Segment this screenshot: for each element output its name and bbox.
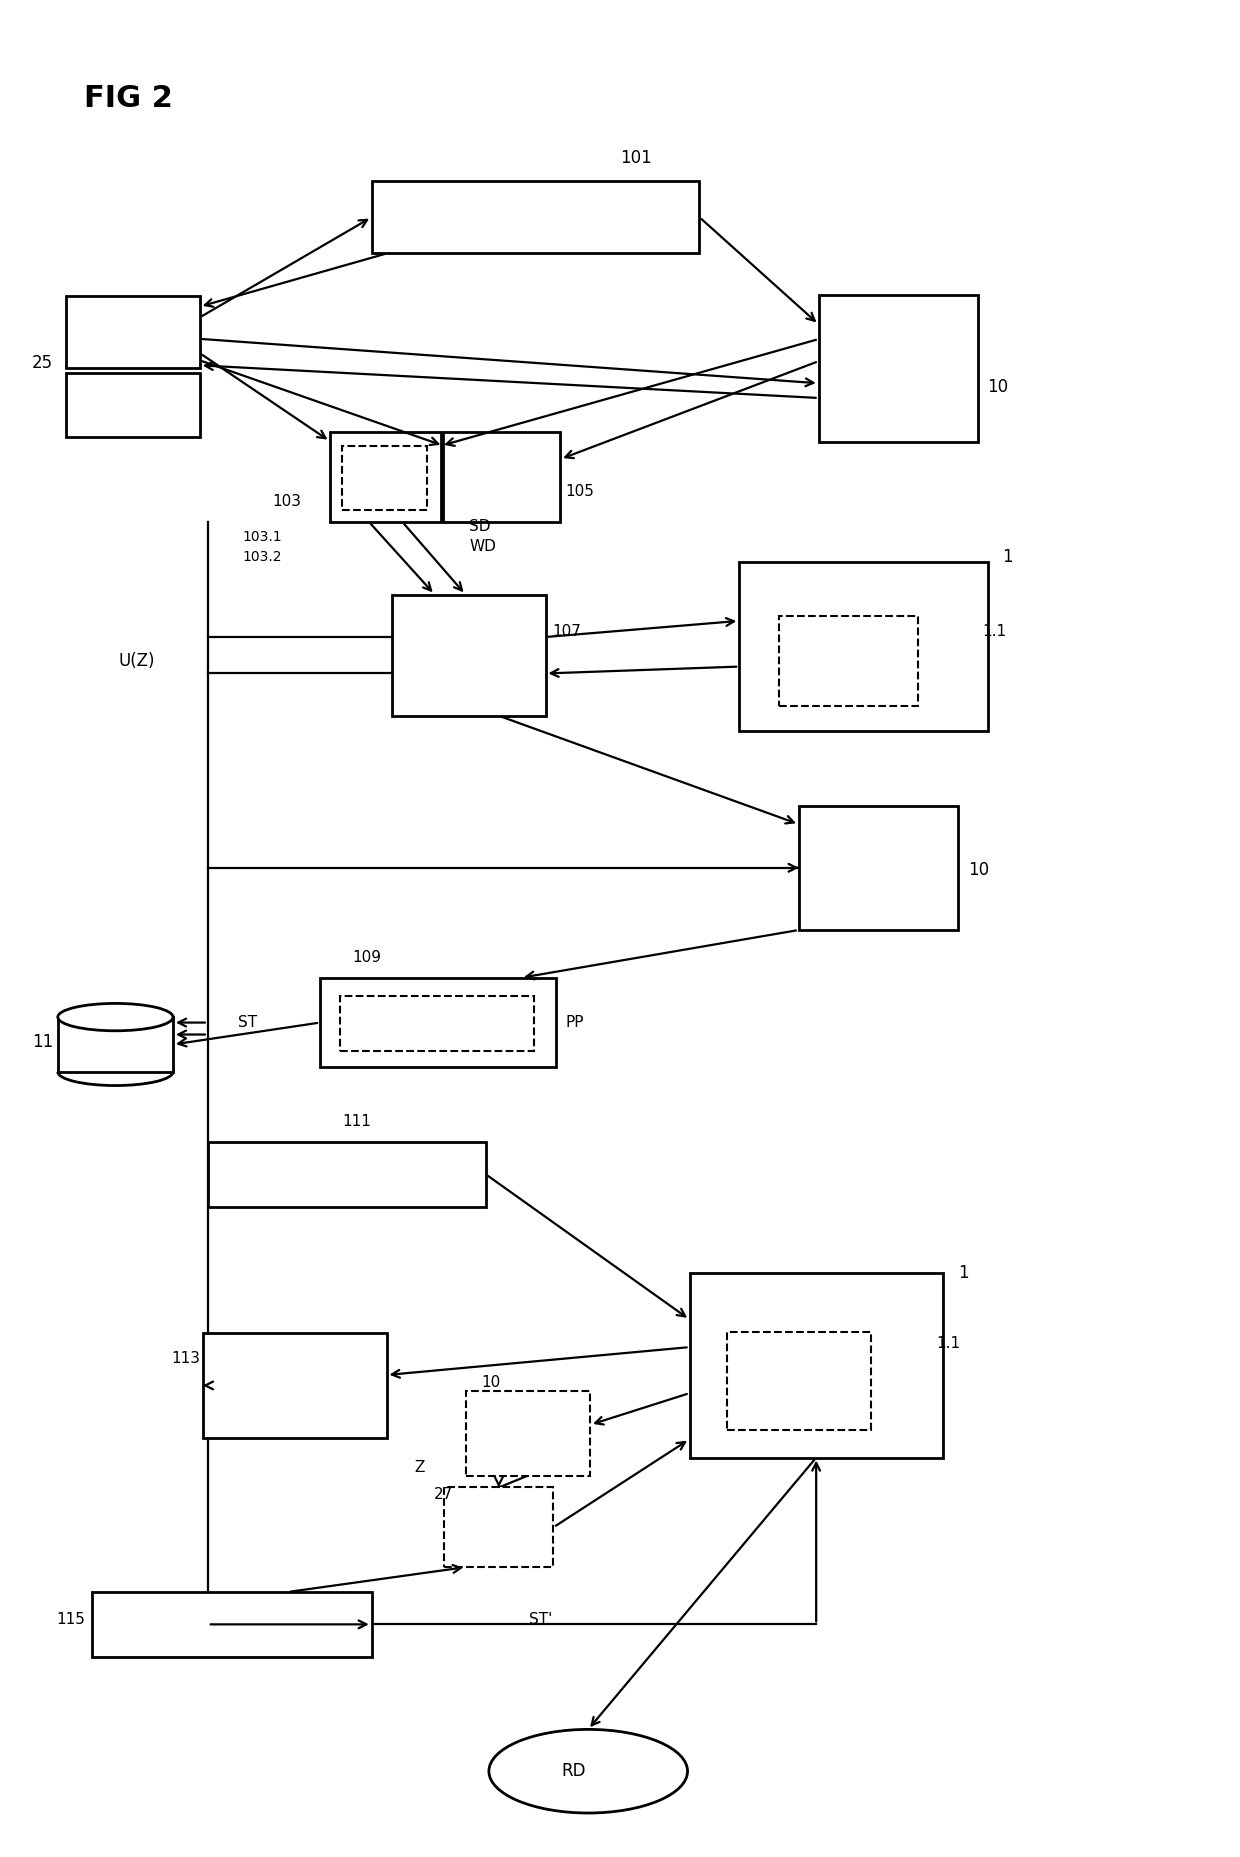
Text: 25: 25 (32, 353, 53, 371)
Bar (66, 373, 200, 436)
Bar (466, 1391, 590, 1476)
Bar (372, 182, 699, 253)
Text: 1: 1 (957, 1265, 968, 1283)
Bar (320, 979, 557, 1068)
Text: 1.1: 1.1 (982, 624, 1007, 639)
Ellipse shape (489, 1729, 687, 1812)
Text: 103.2: 103.2 (243, 550, 281, 565)
Bar (728, 1331, 872, 1430)
Bar (818, 295, 977, 442)
Text: 10: 10 (481, 1376, 500, 1391)
Bar (444, 1487, 553, 1567)
Bar (330, 433, 441, 522)
Text: FIG 2: FIG 2 (83, 84, 172, 113)
Text: 107: 107 (553, 624, 582, 639)
Text: 11: 11 (32, 1034, 53, 1051)
Text: 1.1: 1.1 (936, 1335, 960, 1350)
Text: 1: 1 (1002, 548, 1013, 566)
Text: 111: 111 (342, 1114, 371, 1129)
Text: 27: 27 (434, 1487, 454, 1502)
Bar (92, 1591, 372, 1656)
Text: 105: 105 (565, 485, 594, 500)
Text: 103.1: 103.1 (243, 529, 283, 544)
Bar (443, 433, 560, 522)
Bar (340, 995, 533, 1051)
Bar (392, 594, 546, 717)
Bar (203, 1333, 387, 1437)
Text: 115: 115 (56, 1612, 84, 1627)
Text: 101: 101 (620, 149, 652, 167)
Bar (208, 1142, 486, 1207)
Bar (66, 295, 200, 368)
Text: 113: 113 (171, 1350, 200, 1365)
Text: Z: Z (414, 1460, 425, 1474)
Text: ST': ST' (528, 1612, 552, 1627)
Text: 109: 109 (352, 951, 381, 966)
Bar (779, 617, 918, 706)
Bar (689, 1274, 942, 1458)
Text: PP: PP (565, 1016, 584, 1031)
Text: 103: 103 (273, 494, 301, 509)
Bar (739, 561, 987, 732)
Text: SD: SD (469, 520, 491, 535)
Text: ST: ST (238, 1016, 257, 1031)
Bar (58, 1018, 174, 1071)
Bar (799, 806, 957, 930)
Text: 10: 10 (987, 379, 1008, 396)
Bar (342, 446, 428, 511)
Text: 10: 10 (967, 862, 988, 878)
Ellipse shape (58, 1003, 174, 1031)
Text: WD: WD (469, 539, 496, 553)
Text: U(Z): U(Z) (118, 652, 155, 670)
Text: RD: RD (560, 1762, 585, 1781)
